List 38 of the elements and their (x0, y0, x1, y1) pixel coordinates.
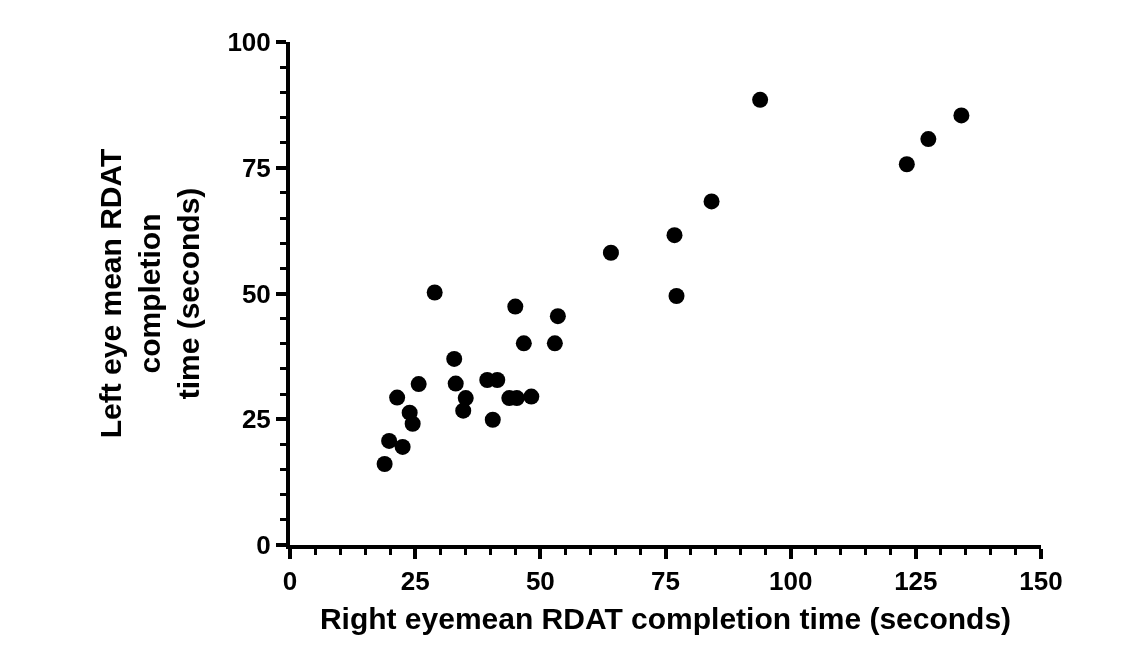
point (523, 388, 540, 405)
point (602, 244, 619, 261)
point (381, 432, 398, 449)
point (455, 402, 472, 419)
x-axis-title: Right eyemean RDAT completion time (seconds) (319, 602, 1012, 636)
point (953, 107, 970, 124)
point (549, 308, 566, 325)
point (898, 156, 915, 173)
point (546, 335, 563, 352)
y-tick-label: 100 (227, 27, 271, 58)
point (394, 438, 411, 455)
y-axis-title: Left eye mean RDAT completion time (seconds) (93, 148, 205, 439)
x-tick-label: 25 (400, 566, 430, 597)
x-tick-label: 150 (1019, 566, 1063, 597)
point (515, 335, 532, 352)
point (426, 284, 443, 301)
point (389, 389, 406, 406)
x-tick-label: 50 (525, 566, 555, 597)
point (703, 193, 720, 210)
x-tick-label: 0 (282, 566, 298, 597)
y-tick-label: 75 (241, 152, 271, 183)
y-tick-label: 25 (241, 404, 271, 435)
point (447, 375, 464, 392)
point (666, 227, 683, 244)
x-tick-label: 100 (768, 566, 813, 597)
x-tick-label: 75 (651, 566, 680, 597)
point (484, 411, 501, 428)
point (410, 376, 427, 393)
point (507, 298, 524, 315)
point (404, 415, 421, 432)
x-tick-label: 125 (894, 566, 938, 597)
point (920, 131, 937, 148)
point (376, 456, 393, 473)
point (446, 350, 463, 367)
y-tick-label: 0 (256, 530, 271, 561)
point (668, 288, 685, 305)
point (752, 91, 769, 108)
y-tick-label: 50 (241, 278, 271, 309)
